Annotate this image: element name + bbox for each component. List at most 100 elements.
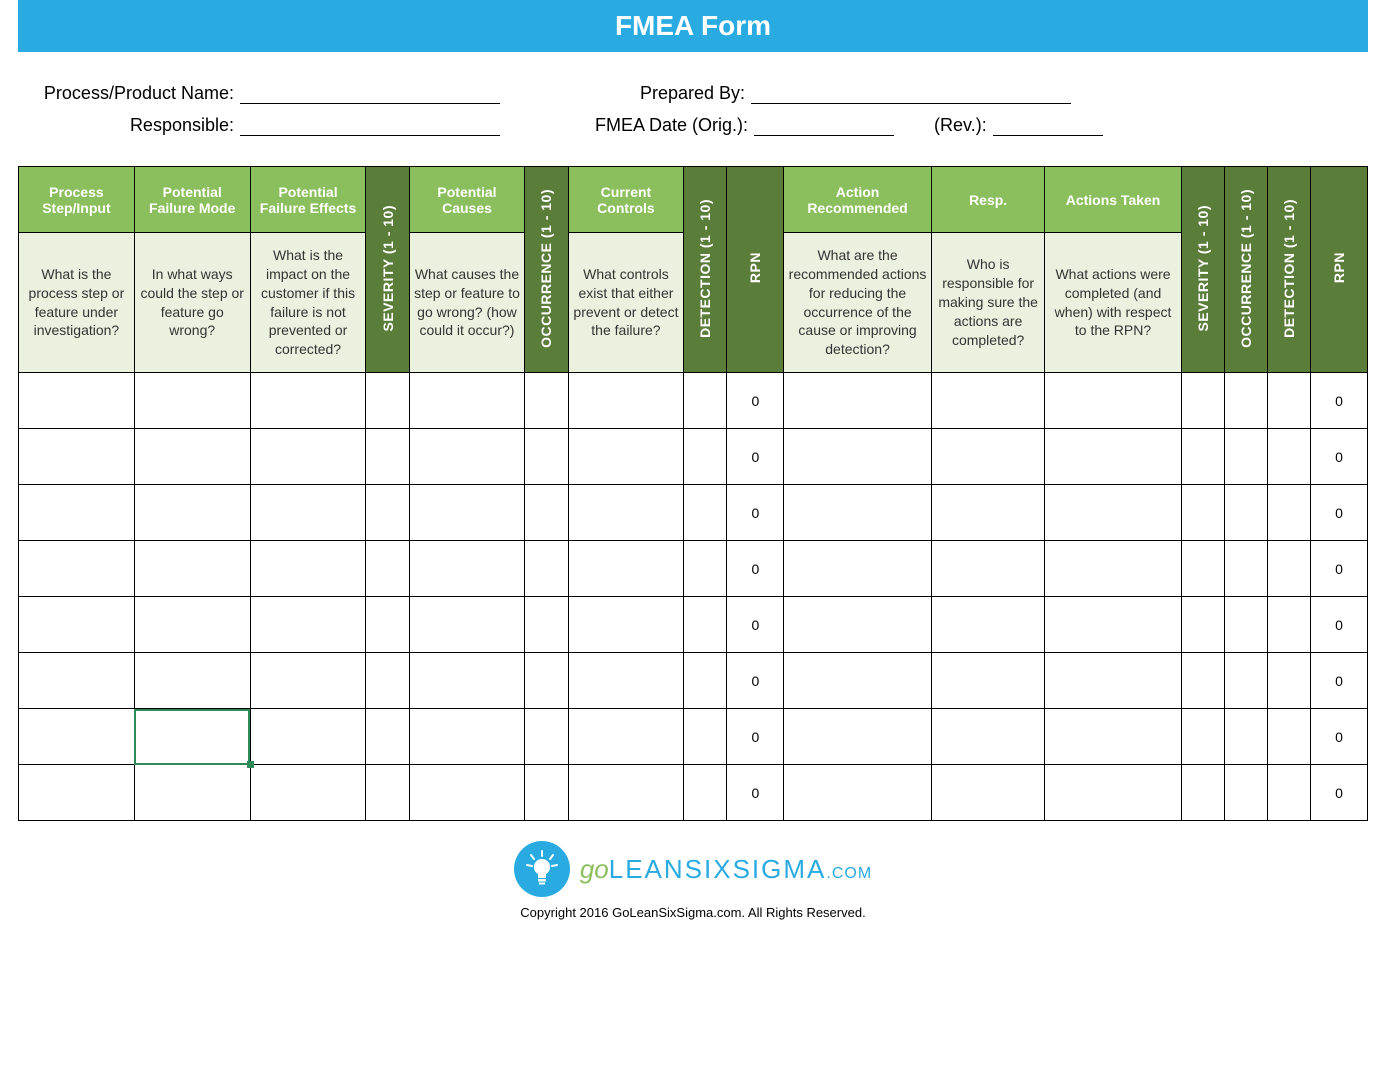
table-cell[interactable]	[134, 429, 250, 485]
table-cell[interactable]	[684, 373, 727, 429]
table-cell[interactable]	[250, 541, 366, 597]
table-cell[interactable]	[366, 429, 409, 485]
table-cell[interactable]	[366, 541, 409, 597]
table-cell[interactable]	[366, 373, 409, 429]
table-cell[interactable]	[525, 709, 568, 765]
table-cell[interactable]	[1224, 541, 1267, 597]
table-cell[interactable]	[568, 709, 684, 765]
table-cell[interactable]	[684, 429, 727, 485]
prepared-by-field[interactable]	[751, 82, 1071, 104]
table-cell[interactable]	[19, 485, 135, 541]
table-cell[interactable]	[1224, 429, 1267, 485]
table-cell[interactable]	[1267, 765, 1310, 821]
table-cell[interactable]	[684, 597, 727, 653]
table-cell[interactable]	[684, 541, 727, 597]
table-cell[interactable]	[684, 709, 727, 765]
table-cell[interactable]	[250, 765, 366, 821]
table-cell[interactable]	[1045, 597, 1181, 653]
table-cell[interactable]	[1224, 485, 1267, 541]
table-cell[interactable]	[568, 653, 684, 709]
table-cell[interactable]	[1224, 597, 1267, 653]
table-cell[interactable]	[1224, 709, 1267, 765]
table-cell[interactable]	[784, 373, 932, 429]
table-cell[interactable]: 0	[727, 373, 784, 429]
table-cell[interactable]	[366, 597, 409, 653]
table-cell[interactable]	[134, 597, 250, 653]
table-cell[interactable]	[409, 373, 525, 429]
table-cell[interactable]	[1181, 373, 1224, 429]
table-cell[interactable]	[1181, 709, 1224, 765]
table-cell[interactable]: 0	[727, 429, 784, 485]
table-cell[interactable]	[684, 653, 727, 709]
table-cell[interactable]	[1267, 485, 1310, 541]
table-cell[interactable]	[409, 653, 525, 709]
table-cell[interactable]	[366, 653, 409, 709]
table-cell[interactable]	[250, 429, 366, 485]
table-cell[interactable]	[568, 541, 684, 597]
table-cell[interactable]	[19, 429, 135, 485]
responsible-field[interactable]	[240, 114, 500, 136]
table-cell[interactable]	[134, 709, 250, 765]
table-cell[interactable]	[784, 709, 932, 765]
table-cell[interactable]	[1181, 429, 1224, 485]
table-cell[interactable]	[525, 373, 568, 429]
table-cell[interactable]	[525, 765, 568, 821]
table-cell[interactable]	[1267, 373, 1310, 429]
table-cell[interactable]	[134, 653, 250, 709]
table-cell[interactable]	[784, 597, 932, 653]
table-cell[interactable]	[1267, 653, 1310, 709]
table-cell[interactable]	[1045, 485, 1181, 541]
table-cell[interactable]: 0	[727, 597, 784, 653]
table-cell[interactable]	[250, 597, 366, 653]
fmea-date-field[interactable]	[754, 114, 894, 136]
rev-field[interactable]	[993, 114, 1103, 136]
table-cell[interactable]: 0	[727, 541, 784, 597]
table-cell[interactable]	[931, 541, 1045, 597]
table-cell[interactable]	[1045, 653, 1181, 709]
table-cell[interactable]: 0	[727, 653, 784, 709]
table-cell[interactable]	[1181, 765, 1224, 821]
table-cell[interactable]	[366, 765, 409, 821]
table-cell[interactable]	[250, 373, 366, 429]
table-cell[interactable]	[1045, 765, 1181, 821]
table-cell[interactable]	[931, 485, 1045, 541]
table-cell[interactable]	[366, 709, 409, 765]
table-cell[interactable]: 0	[1311, 597, 1368, 653]
table-cell[interactable]	[1045, 373, 1181, 429]
table-cell[interactable]	[250, 653, 366, 709]
table-cell[interactable]	[931, 709, 1045, 765]
table-cell[interactable]	[1181, 653, 1224, 709]
table-cell[interactable]	[931, 653, 1045, 709]
table-cell[interactable]	[409, 597, 525, 653]
table-cell[interactable]	[1045, 709, 1181, 765]
table-cell[interactable]	[19, 709, 135, 765]
table-cell[interactable]	[1224, 765, 1267, 821]
table-cell[interactable]	[19, 541, 135, 597]
table-cell[interactable]	[19, 373, 135, 429]
table-cell[interactable]	[525, 485, 568, 541]
table-cell[interactable]: 0	[727, 485, 784, 541]
table-cell[interactable]	[931, 373, 1045, 429]
table-cell[interactable]	[525, 597, 568, 653]
table-cell[interactable]	[250, 709, 366, 765]
table-cell[interactable]: 0	[727, 765, 784, 821]
table-cell[interactable]	[568, 765, 684, 821]
table-cell[interactable]: 0	[1311, 373, 1368, 429]
table-cell[interactable]: 0	[1311, 485, 1368, 541]
table-cell[interactable]	[1224, 373, 1267, 429]
table-cell[interactable]	[250, 485, 366, 541]
process-name-field[interactable]	[240, 82, 500, 104]
table-cell[interactable]	[931, 765, 1045, 821]
table-cell[interactable]	[1181, 485, 1224, 541]
table-cell[interactable]	[568, 373, 684, 429]
table-cell[interactable]	[784, 765, 932, 821]
table-cell[interactable]	[568, 597, 684, 653]
table-cell[interactable]	[134, 765, 250, 821]
table-cell[interactable]: 0	[1311, 653, 1368, 709]
table-cell[interactable]	[134, 373, 250, 429]
table-cell[interactable]	[684, 485, 727, 541]
table-cell[interactable]	[1267, 541, 1310, 597]
table-cell[interactable]	[1267, 597, 1310, 653]
table-cell[interactable]	[19, 653, 135, 709]
table-cell[interactable]: 0	[1311, 765, 1368, 821]
